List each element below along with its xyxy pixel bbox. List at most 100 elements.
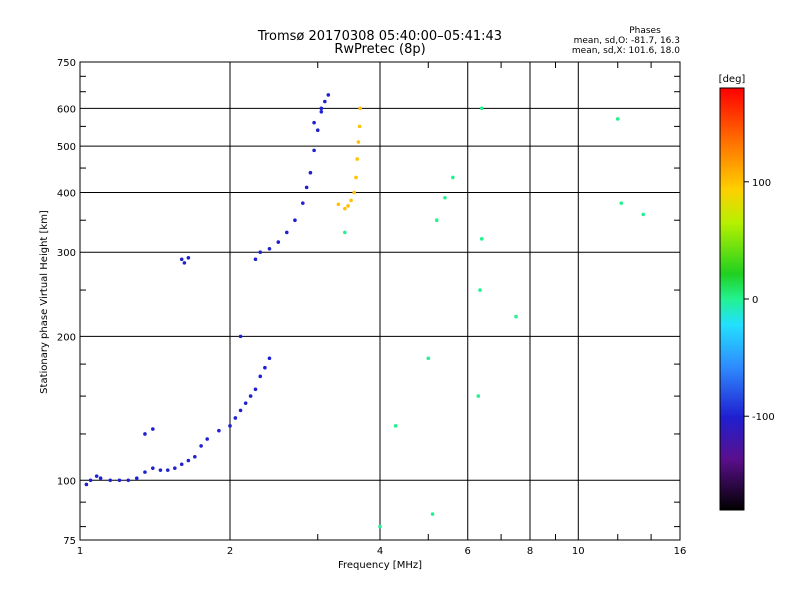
chart-subtitle: RwPretec (8p) bbox=[334, 42, 425, 57]
data-point bbox=[478, 288, 482, 292]
data-point bbox=[293, 218, 297, 223]
phases-o-stats: mean, sd,O: -81.7, 16.3 bbox=[574, 36, 680, 46]
data-point bbox=[312, 120, 316, 125]
colorbar-label: [deg] bbox=[719, 74, 746, 85]
data-point bbox=[430, 512, 435, 516]
data-point bbox=[346, 204, 350, 208]
data-point bbox=[312, 148, 316, 153]
data-point bbox=[319, 106, 324, 111]
data-point bbox=[263, 365, 267, 370]
data-point bbox=[355, 157, 359, 161]
y-tick-label: 500 bbox=[57, 142, 76, 153]
data-point bbox=[233, 416, 238, 420]
data-point bbox=[319, 110, 324, 114]
data-point bbox=[514, 314, 518, 319]
data-point bbox=[248, 394, 253, 398]
data-point bbox=[151, 427, 155, 431]
data-point bbox=[336, 202, 341, 207]
data-point bbox=[343, 206, 347, 211]
data-point bbox=[267, 246, 272, 251]
data-point bbox=[158, 468, 163, 472]
x-tick-label: 2 bbox=[227, 546, 233, 557]
data-point bbox=[284, 230, 289, 235]
data-point bbox=[357, 124, 362, 129]
data-point bbox=[182, 261, 187, 265]
data-point bbox=[426, 356, 431, 361]
data-point bbox=[228, 424, 232, 428]
data-point bbox=[451, 175, 455, 180]
data-point bbox=[276, 240, 281, 244]
data-point bbox=[476, 394, 481, 398]
data-point bbox=[199, 444, 203, 448]
data-point bbox=[108, 478, 113, 483]
data-point bbox=[88, 478, 93, 483]
axis-ticks: 1 2 4 6 8 10 16 75 100 200 300 400 500 600 750 bbox=[57, 58, 686, 557]
data-point bbox=[301, 201, 305, 205]
data-point bbox=[134, 476, 139, 481]
x-tick-label: 4 bbox=[377, 546, 383, 557]
chart-title: Tromsø 20170308 05:40:00–05:41:43 bbox=[257, 29, 502, 44]
y-tick-label: 300 bbox=[57, 248, 76, 259]
data-point bbox=[267, 356, 272, 361]
x-axis-label: Frequency [MHz] bbox=[338, 560, 422, 571]
data-point bbox=[393, 424, 398, 428]
colorbar-tick-label: 100 bbox=[752, 178, 771, 189]
data-point bbox=[173, 466, 177, 470]
data-point bbox=[98, 476, 103, 481]
x-tick-label: 8 bbox=[527, 546, 533, 557]
data-point bbox=[315, 128, 320, 132]
data-point bbox=[619, 201, 624, 205]
data-point bbox=[356, 140, 361, 144]
data-point bbox=[354, 175, 358, 180]
data-point bbox=[205, 437, 209, 441]
y-axis-label: Stationary phase Virtual Height [km] bbox=[39, 210, 50, 394]
data-point bbox=[84, 482, 89, 487]
x-tick-label: 1 bbox=[77, 546, 83, 557]
grid-lines bbox=[80, 62, 680, 540]
data-point bbox=[326, 93, 331, 97]
data-point bbox=[253, 387, 258, 392]
data-point bbox=[143, 470, 147, 474]
data-point bbox=[479, 237, 484, 241]
data-point bbox=[434, 218, 439, 223]
data-point bbox=[443, 195, 447, 200]
phases-x-stats: mean, sd,X: 101.6, 18.0 bbox=[572, 46, 680, 56]
x-tick-label: 10 bbox=[572, 546, 585, 557]
data-point bbox=[323, 99, 327, 104]
y-tick-label: 100 bbox=[57, 476, 76, 487]
colorbar-tick-label: 0 bbox=[752, 295, 758, 306]
data-point bbox=[258, 250, 263, 255]
data-point bbox=[151, 466, 155, 470]
data-point bbox=[349, 198, 353, 203]
y-tick-label: 400 bbox=[57, 188, 76, 199]
colorbar bbox=[719, 87, 745, 511]
data-point bbox=[352, 190, 356, 195]
data-point bbox=[179, 257, 184, 262]
data-point bbox=[479, 106, 484, 111]
data-point bbox=[238, 408, 243, 413]
data-point bbox=[378, 524, 382, 529]
data-point bbox=[358, 106, 362, 111]
data-point bbox=[179, 462, 184, 467]
data-point bbox=[193, 454, 197, 459]
data-point bbox=[94, 474, 99, 478]
y-tick-label: 75 bbox=[63, 536, 76, 547]
y-tick-label: 750 bbox=[57, 58, 76, 69]
data-point bbox=[243, 401, 248, 405]
data-point bbox=[143, 432, 147, 436]
data-point bbox=[126, 478, 131, 483]
colorbar-tick-label: -100 bbox=[752, 412, 775, 423]
y-tick-label: 600 bbox=[57, 104, 76, 115]
data-point bbox=[117, 478, 122, 483]
data-point bbox=[238, 334, 243, 339]
phases-heading: Phases bbox=[629, 26, 661, 36]
data-point bbox=[217, 428, 221, 433]
data-point bbox=[258, 374, 263, 379]
data-points bbox=[84, 93, 646, 529]
data-point bbox=[165, 468, 170, 472]
colorbar-ticks: 100 0 -100 bbox=[744, 178, 775, 423]
data-point bbox=[308, 170, 313, 175]
x-tick-label: 16 bbox=[674, 546, 687, 557]
data-point bbox=[615, 117, 620, 121]
